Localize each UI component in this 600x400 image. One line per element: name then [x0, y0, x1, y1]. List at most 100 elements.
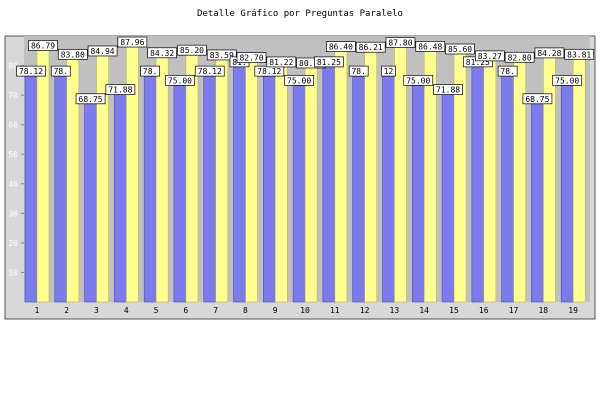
y-tick-label: 10 [8, 268, 18, 277]
bar-series-2 [66, 54, 80, 303]
data-label-series-1-box [522, 93, 553, 105]
bar-series-1 [560, 80, 574, 303]
y-tick-label: 20 [8, 239, 18, 248]
data-label-series-1-box [16, 65, 46, 77]
x-tick-label: 1 [34, 306, 39, 315]
bar-series-1 [114, 89, 127, 303]
bar-series-2 [483, 55, 497, 303]
data-label-series-2: 84.94 [91, 47, 115, 56]
bar-series-1 [471, 61, 485, 303]
y-tick-label: 60 [8, 121, 18, 130]
bar-series-1 [411, 80, 425, 303]
bar-series-2 [126, 41, 139, 303]
data-label-series-2-box [355, 41, 386, 53]
x-tick-label: 14 [419, 306, 429, 315]
data-label-series-1: 78. [143, 67, 157, 76]
bar-series-1 [84, 98, 97, 303]
x-tick-label: 4 [124, 306, 129, 315]
bar-series-2 [364, 46, 377, 303]
data-label-series-1: 81.25 [466, 58, 490, 67]
data-label-series-2-box [117, 36, 148, 48]
data-label-series-1: 78.12 [257, 67, 281, 76]
data-label-series-2: 86.48 [418, 42, 442, 51]
x-tick-label: 5 [154, 306, 159, 315]
data-label-series-2: 83.81 [567, 50, 591, 59]
data-label-series-1: 12 [384, 67, 394, 76]
x-tick-label: 15 [449, 306, 459, 315]
data-label-series-1: 71.88 [108, 86, 132, 95]
data-label-series-2-box [177, 44, 207, 56]
data-label-series-2-box [266, 56, 297, 68]
x-tick-label: 6 [183, 306, 188, 315]
data-label-series-1-box [105, 84, 136, 95]
x-tick-label: 9 [273, 306, 278, 315]
data-label-series-1-box [75, 93, 106, 105]
bar-series-2 [543, 52, 556, 303]
bar-series-1 [203, 70, 217, 303]
bar-series-1 [24, 70, 38, 303]
bar-series-1 [173, 80, 187, 303]
data-label-series-1-box [403, 74, 434, 86]
y-tick-label: 70 [8, 91, 18, 100]
bar-series-1 [352, 70, 365, 303]
data-label-series-2: 87.80 [388, 39, 412, 48]
bar-series-2 [572, 53, 586, 303]
data-label-series-1: 81.25 [317, 58, 341, 67]
data-label-series-1-box [314, 56, 344, 68]
bar-series-1 [501, 70, 514, 303]
bar-series-1 [322, 61, 336, 303]
bar-series-2 [304, 62, 318, 303]
bar-series-1 [263, 70, 276, 303]
data-label-series-2-box [87, 45, 118, 57]
data-label-series-1-box [497, 65, 518, 77]
data-label-series-2-box [474, 50, 505, 62]
data-label-series-2-box [326, 41, 356, 52]
x-tick-label: 11 [330, 306, 340, 315]
data-label-series-1: 78.12 [19, 67, 43, 76]
data-label-series-1: 78. [54, 67, 68, 76]
x-tick-label: 8 [243, 306, 248, 315]
data-label-series-2-box [28, 40, 58, 51]
bar-series-2 [275, 61, 288, 303]
data-label-series-2-box [236, 52, 267, 63]
data-label-series-2: 83.59 [210, 51, 234, 60]
x-tick-label: 18 [538, 306, 548, 315]
data-label-series-1-box [140, 65, 161, 77]
bar-series-1 [382, 70, 395, 303]
bar-series-1 [531, 98, 544, 303]
data-label-series-2: 83.27 [478, 52, 502, 61]
data-label-series-2: 80.87 [299, 59, 323, 68]
data-label-series-2: 86.21 [359, 43, 383, 52]
bar-series-2 [185, 49, 199, 303]
x-tick-label: 3 [94, 306, 99, 315]
y-tick-label: 30 [8, 209, 18, 218]
bar-series-2 [245, 57, 258, 303]
data-label-series-2-box [445, 43, 475, 55]
data-label-series-2: 82.70 [239, 54, 263, 63]
data-label-series-1: 75.00 [168, 76, 192, 85]
data-label-series-2-box [534, 47, 565, 59]
data-label-series-2-box [206, 49, 237, 61]
data-label-series-1-box [284, 74, 314, 86]
data-label-series-2: 82.80 [508, 53, 532, 62]
bar-series-2 [36, 45, 50, 303]
bar-series-1 [441, 89, 455, 303]
data-label-series-1-box [348, 65, 369, 77]
bar-series-1 [143, 70, 157, 303]
y-tick-label: 80 [8, 62, 18, 71]
data-label-series-1: 75.00 [555, 76, 579, 85]
data-label-series-2: 86.40 [329, 43, 353, 52]
data-label-series-1-box [381, 65, 396, 77]
bar-series-1 [54, 70, 68, 303]
data-label-series-1: 75.00 [287, 76, 311, 85]
data-label-series-2-box [147, 47, 178, 59]
x-tick-label: 10 [300, 306, 310, 315]
y-tick-label: 40 [8, 180, 18, 189]
data-label-series-1: 78.12 [198, 67, 222, 76]
data-label-series-2-box [504, 51, 535, 63]
data-label-series-2: 83.80 [61, 50, 85, 59]
data-label-series-2: 85.20 [180, 46, 204, 55]
bar-series-1 [292, 80, 306, 303]
